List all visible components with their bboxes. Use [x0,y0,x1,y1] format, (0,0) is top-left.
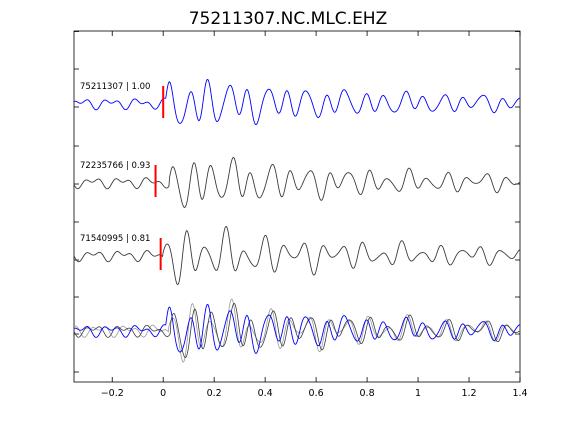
x-tick-label: 0.4 [258,388,273,399]
traces [73,78,521,286]
trace-label-2: 71540995 | 0.81 [80,234,150,244]
picks [154,86,165,270]
stack-trace-0 [73,304,521,354]
trace-label-1: 72235766 | 0.93 [80,161,150,171]
trace-2 [73,225,521,286]
trace-labels: 75211307 | 1.00 72235766 | 0.93 71540995 |… [80,82,150,244]
x-tick-label: 1.4 [512,388,527,399]
stack-trace-2 [73,298,521,363]
x-tick-label: 0.6 [309,388,324,399]
plot-frame [73,30,521,383]
chart-title: 75211307.NC.MLC.EHZ [189,9,388,29]
x-tick-label: 0 [160,388,166,399]
x-tick-label: 0.8 [360,388,375,399]
trace-0 [73,78,521,126]
x-tick-label: 1.2 [461,388,476,399]
x-tick-label: 0.2 [207,388,222,399]
x-axis: −0.2 0 0.2 0.4 0.6 0.8 1 1.2 1.4 [101,31,528,399]
stack-overlay [73,298,521,363]
x-tick-label: −0.2 [101,388,124,399]
trace-1 [73,156,521,208]
x-tick-label: 1 [415,388,421,399]
trace-label-0: 75211307 | 1.00 [80,82,150,92]
stack-trace-1 [73,303,521,359]
